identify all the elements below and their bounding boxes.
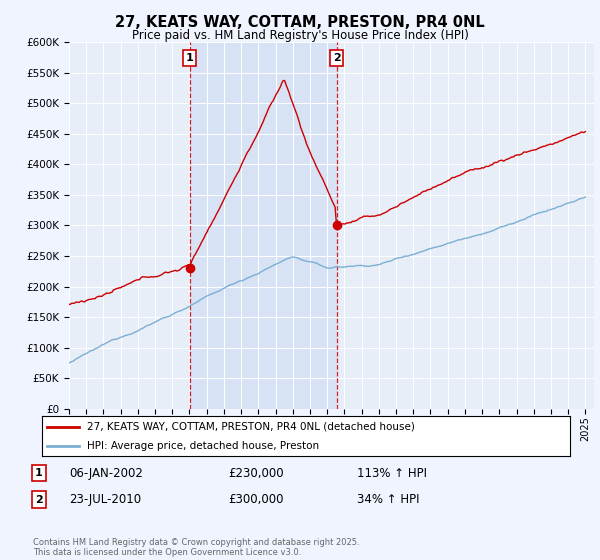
Text: 2: 2 xyxy=(35,494,43,505)
Text: HPI: Average price, detached house, Preston: HPI: Average price, detached house, Pres… xyxy=(87,441,319,450)
Text: Price paid vs. HM Land Registry's House Price Index (HPI): Price paid vs. HM Land Registry's House … xyxy=(131,29,469,41)
Text: £300,000: £300,000 xyxy=(228,493,284,506)
Text: 2: 2 xyxy=(332,53,340,63)
Text: 27, KEATS WAY, COTTAM, PRESTON, PR4 0NL (detached house): 27, KEATS WAY, COTTAM, PRESTON, PR4 0NL … xyxy=(87,422,415,432)
Text: 34% ↑ HPI: 34% ↑ HPI xyxy=(357,493,419,506)
Text: 23-JUL-2010: 23-JUL-2010 xyxy=(69,493,141,506)
Text: 113% ↑ HPI: 113% ↑ HPI xyxy=(357,466,427,480)
Text: 1: 1 xyxy=(35,468,43,478)
Text: £230,000: £230,000 xyxy=(228,466,284,480)
Bar xyxy=(190,42,337,409)
Text: 06-JAN-2002: 06-JAN-2002 xyxy=(69,466,143,480)
Text: Contains HM Land Registry data © Crown copyright and database right 2025.
This d: Contains HM Land Registry data © Crown c… xyxy=(33,538,359,557)
Text: 27, KEATS WAY, COTTAM, PRESTON, PR4 0NL: 27, KEATS WAY, COTTAM, PRESTON, PR4 0NL xyxy=(115,15,485,30)
Text: 1: 1 xyxy=(186,53,194,63)
